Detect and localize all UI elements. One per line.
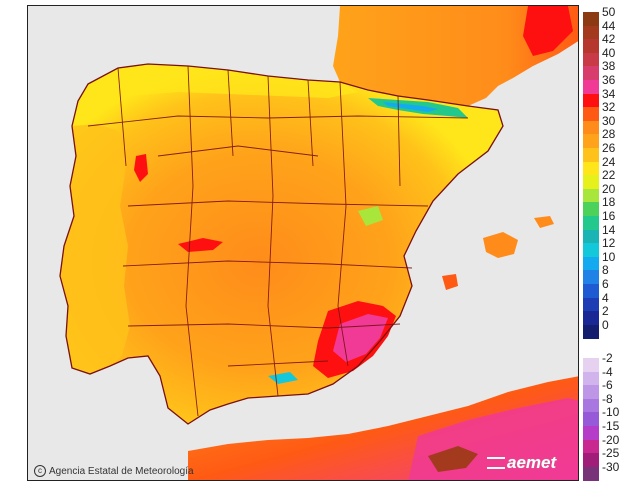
temperature-legend: 50 44 42 40 38 36 34 32 30 28 26 24 22 20 18 16 14 12 10 8 6…: [583, 6, 629, 488]
legend-negative-swatch: [583, 385, 599, 400]
legend-swatch: [583, 188, 599, 203]
portugal-zone: [60, 124, 130, 374]
credit-line: c Agencia Estatal de Meteorología: [34, 465, 194, 477]
legend-label: 24: [602, 154, 616, 169]
legend-swatch: [583, 229, 599, 244]
legend-negative-swatch: [583, 466, 599, 481]
legend-label: 2: [602, 304, 609, 319]
legend-label: 16: [602, 209, 616, 223]
legend-negative-swatch: [583, 439, 599, 454]
central-cool-patch: [358, 206, 383, 226]
legend-swatch: [583, 297, 599, 312]
legend-label: 6: [602, 277, 609, 291]
legend-negative-label: -2: [602, 351, 613, 365]
legend-label: 26: [602, 141, 616, 155]
iberia-outline: [59, 63, 504, 425]
legend-swatch: [583, 256, 599, 271]
legend-label: 20: [602, 181, 616, 196]
legend-label: 44: [602, 18, 616, 33]
legend-label: 36: [602, 73, 616, 87]
legend-swatch: [583, 80, 599, 95]
north-coast-zone: [88, 64, 358, 102]
temperature-map: [27, 5, 579, 481]
france-landmass: [333, 6, 578, 106]
legend-swatch: [583, 161, 599, 176]
legend-label: 28: [602, 127, 616, 142]
mallorca-island: [483, 232, 518, 258]
legend-negative-label: -8: [602, 391, 613, 406]
legend-negative-swatch: [583, 398, 599, 413]
legend-swatch: [583, 311, 599, 326]
legend-swatch: [583, 93, 599, 108]
aemet-logo-icon: [487, 457, 505, 469]
map-canvas: [28, 6, 578, 480]
legend-swatch: [583, 25, 599, 40]
legend-swatch: [583, 107, 599, 122]
west-hot-spot: [134, 154, 148, 182]
legend-label: 50: [602, 5, 616, 19]
legend-label: 12: [602, 236, 616, 251]
copyright-icon: c: [34, 465, 46, 477]
legend-label: 30: [602, 113, 616, 128]
legend-negative-label: -30: [602, 459, 620, 474]
north-africa-extreme-zone: [428, 446, 478, 472]
legend-swatch: [583, 120, 599, 135]
legend-swatch: [583, 134, 599, 149]
legend-swatch: [583, 324, 599, 339]
legend-swatch: [583, 243, 599, 258]
legend-negative-label: -4: [602, 364, 613, 379]
legend-swatch: [583, 39, 599, 54]
legend-label: 4: [602, 290, 609, 305]
credit-text: Agencia Estatal de Meteorología: [49, 465, 194, 477]
legend-label: 18: [602, 195, 616, 210]
legend-negative-swatch: [583, 371, 599, 386]
legend-label: 0: [602, 317, 609, 332]
legend-negative-swatch: [583, 412, 599, 427]
legend-negative-label: -15: [602, 419, 620, 433]
legend-label: 38: [602, 59, 616, 74]
legend-label: 32: [602, 100, 616, 115]
legend-swatch: [583, 202, 599, 217]
legend-negative-label: -6: [602, 378, 613, 393]
legend-swatch: [583, 284, 599, 299]
legend-negative-swatch: [583, 426, 599, 441]
legend-swatch: [583, 12, 599, 27]
legend-swatch: [583, 270, 599, 285]
legend-swatch: [583, 66, 599, 81]
pyrenees-peaks: [383, 102, 438, 112]
southeast-very-hot-zone: [333, 314, 388, 362]
legend-label: 22: [602, 168, 616, 183]
legend-label: 8: [602, 263, 609, 278]
legend-swatch: [583, 216, 599, 231]
ibiza-island: [442, 274, 458, 290]
logo-text: aemet: [507, 453, 557, 472]
legend-negative-label: -25: [602, 446, 620, 461]
legend-label: 34: [602, 86, 616, 101]
legend-label: 42: [602, 32, 616, 47]
legend-negative-swatch: [583, 453, 599, 468]
menorca-island: [534, 216, 554, 228]
france-hot-zone: [523, 6, 573, 56]
legend-swatch: [583, 52, 599, 67]
legend-swatch: [583, 148, 599, 163]
legend-label: 10: [602, 249, 616, 264]
aemet-logo: aemet: [487, 453, 556, 473]
legend-negative-label: -10: [602, 405, 620, 420]
province-borders: [87, 65, 469, 417]
legend-label: 14: [602, 222, 616, 237]
legend-negative-label: -20: [602, 432, 620, 447]
legend-swatch: [583, 175, 599, 190]
legend-negative-swatch: [583, 358, 599, 373]
legend-label: 40: [602, 45, 616, 60]
